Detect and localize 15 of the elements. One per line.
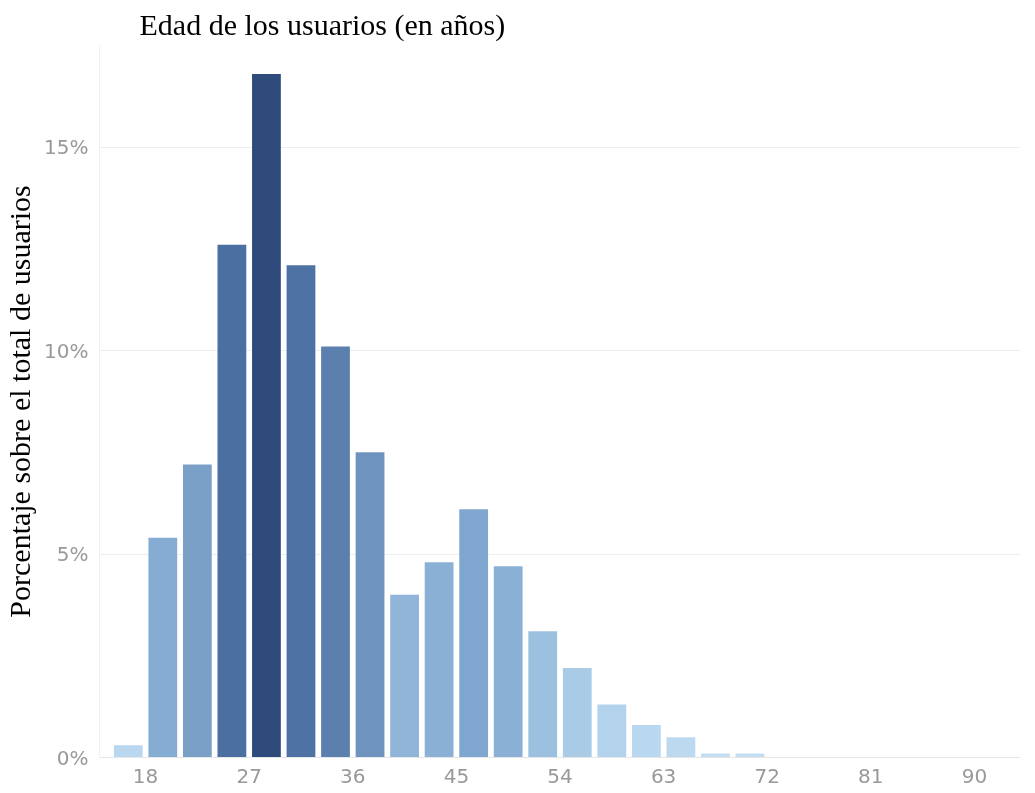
x-tick-label: 54 bbox=[547, 763, 573, 788]
x-tick-label: 45 bbox=[443, 763, 470, 788]
x-tick-label: 63 bbox=[650, 763, 677, 788]
y-tick-label: 15% bbox=[44, 135, 89, 160]
y-tick-label: 0% bbox=[56, 745, 89, 770]
x-tick-label: 36 bbox=[340, 763, 366, 788]
x-tick-label: 72 bbox=[754, 763, 780, 788]
y-tick-label: 5% bbox=[56, 542, 89, 567]
y-axis-title: Porcentaje sobre el total de usuarios bbox=[3, 185, 37, 618]
x-tick-label: 18 bbox=[132, 763, 159, 788]
x-tick-label: 90 bbox=[961, 763, 988, 788]
chart-title: Edad de los usuarios (en años) bbox=[139, 7, 506, 42]
y-tick-label: 10% bbox=[44, 338, 89, 363]
x-tick-label: 27 bbox=[236, 763, 262, 788]
x-tick-label: 81 bbox=[858, 763, 884, 788]
